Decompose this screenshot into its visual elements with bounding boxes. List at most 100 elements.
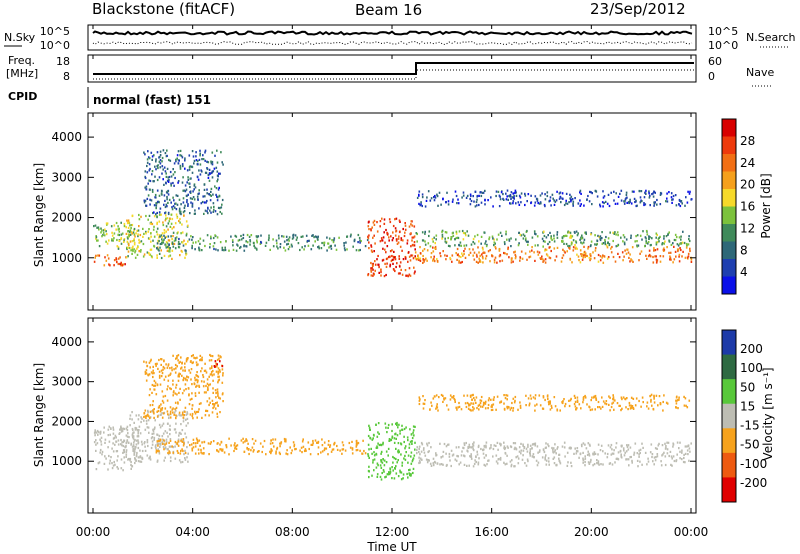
data-cell bbox=[371, 250, 374, 253]
data-cell bbox=[283, 240, 286, 243]
data-cell bbox=[514, 465, 516, 468]
data-cell bbox=[100, 440, 102, 443]
data-cell bbox=[133, 445, 135, 448]
data-cell bbox=[442, 394, 444, 397]
data-cell bbox=[279, 246, 282, 249]
velocity-colorbar-tick: -200 bbox=[740, 476, 767, 490]
data-cell bbox=[386, 245, 389, 248]
data-cell bbox=[521, 458, 524, 461]
power-ytick-label: 1000 bbox=[51, 251, 82, 265]
data-cell bbox=[151, 432, 154, 435]
data-cell bbox=[216, 388, 219, 391]
data-cell bbox=[411, 460, 414, 463]
velocity-colorbar-segment bbox=[722, 354, 736, 380]
data-cell bbox=[274, 438, 277, 441]
data-cell bbox=[153, 412, 155, 415]
data-cell bbox=[611, 402, 613, 405]
data-cell bbox=[165, 230, 167, 233]
data-cell bbox=[180, 423, 182, 426]
data-cell bbox=[179, 431, 181, 434]
data-cell bbox=[133, 233, 136, 236]
data-cell bbox=[256, 450, 259, 453]
data-cell bbox=[581, 234, 583, 237]
data-cell bbox=[397, 272, 400, 275]
data-cell bbox=[221, 368, 224, 371]
data-cell bbox=[232, 244, 234, 247]
data-cell bbox=[289, 446, 291, 449]
data-cell bbox=[219, 360, 221, 363]
data-cell bbox=[504, 252, 506, 255]
data-cell bbox=[405, 426, 407, 429]
data-cell bbox=[580, 253, 582, 256]
data-cell bbox=[291, 237, 294, 240]
data-cell bbox=[203, 452, 205, 455]
data-cell bbox=[379, 220, 382, 223]
data-cell bbox=[371, 266, 373, 270]
data-cell bbox=[182, 444, 185, 447]
data-cell bbox=[652, 255, 654, 259]
data-cell bbox=[151, 410, 153, 413]
data-cell bbox=[662, 409, 664, 412]
data-cell bbox=[195, 374, 197, 377]
data-cell bbox=[439, 463, 441, 466]
data-cell bbox=[181, 429, 184, 432]
data-cell bbox=[239, 246, 241, 250]
data-cell bbox=[638, 449, 640, 452]
data-cell bbox=[580, 203, 582, 206]
data-cell bbox=[165, 441, 168, 444]
data-cell bbox=[179, 372, 181, 376]
data-cell bbox=[473, 441, 475, 444]
data-cell bbox=[159, 246, 161, 249]
data-cell bbox=[204, 149, 207, 152]
data-cell bbox=[487, 250, 490, 253]
data-cell bbox=[209, 193, 211, 197]
data-cell bbox=[190, 201, 192, 204]
data-cell bbox=[162, 178, 164, 181]
data-cell bbox=[131, 246, 133, 250]
data-cell bbox=[177, 240, 180, 244]
data-cell bbox=[473, 462, 476, 465]
data-cell bbox=[656, 453, 659, 456]
data-cell bbox=[633, 451, 636, 454]
data-cell bbox=[582, 458, 585, 462]
data-cell bbox=[246, 233, 249, 237]
data-cell bbox=[128, 221, 130, 224]
data-cell bbox=[551, 446, 553, 450]
data-cell bbox=[496, 261, 498, 264]
data-cell bbox=[610, 405, 613, 409]
data-cell bbox=[525, 394, 527, 397]
data-cell bbox=[290, 243, 293, 246]
data-cell bbox=[487, 407, 489, 410]
data-cell bbox=[404, 231, 406, 234]
data-cell bbox=[489, 447, 491, 450]
data-cell bbox=[650, 443, 653, 446]
data-cell bbox=[588, 256, 591, 259]
data-cell bbox=[411, 224, 414, 227]
data-cell bbox=[155, 213, 157, 216]
data-cell bbox=[473, 251, 476, 254]
data-cell bbox=[567, 230, 570, 233]
data-cell bbox=[188, 166, 191, 169]
data-cell bbox=[138, 238, 140, 241]
data-cell bbox=[663, 247, 665, 250]
data-cell bbox=[157, 437, 160, 440]
data-cell bbox=[188, 182, 190, 185]
data-cell bbox=[112, 450, 115, 453]
data-cell bbox=[667, 441, 670, 444]
data-cell bbox=[484, 257, 487, 260]
data-cell bbox=[152, 211, 154, 215]
data-cell bbox=[177, 246, 180, 249]
noise-tick-bottom-left: 10^0 bbox=[40, 39, 70, 52]
data-cell bbox=[490, 398, 492, 401]
data-cell bbox=[498, 249, 501, 252]
data-cell bbox=[129, 424, 131, 427]
data-cell bbox=[140, 249, 142, 252]
data-cell bbox=[120, 233, 123, 236]
data-cell bbox=[153, 225, 155, 228]
data-cell bbox=[615, 192, 617, 195]
data-cell bbox=[174, 371, 177, 374]
data-cell bbox=[643, 203, 645, 207]
data-cell bbox=[526, 258, 528, 261]
data-cell bbox=[170, 182, 172, 185]
data-cell bbox=[310, 443, 313, 446]
